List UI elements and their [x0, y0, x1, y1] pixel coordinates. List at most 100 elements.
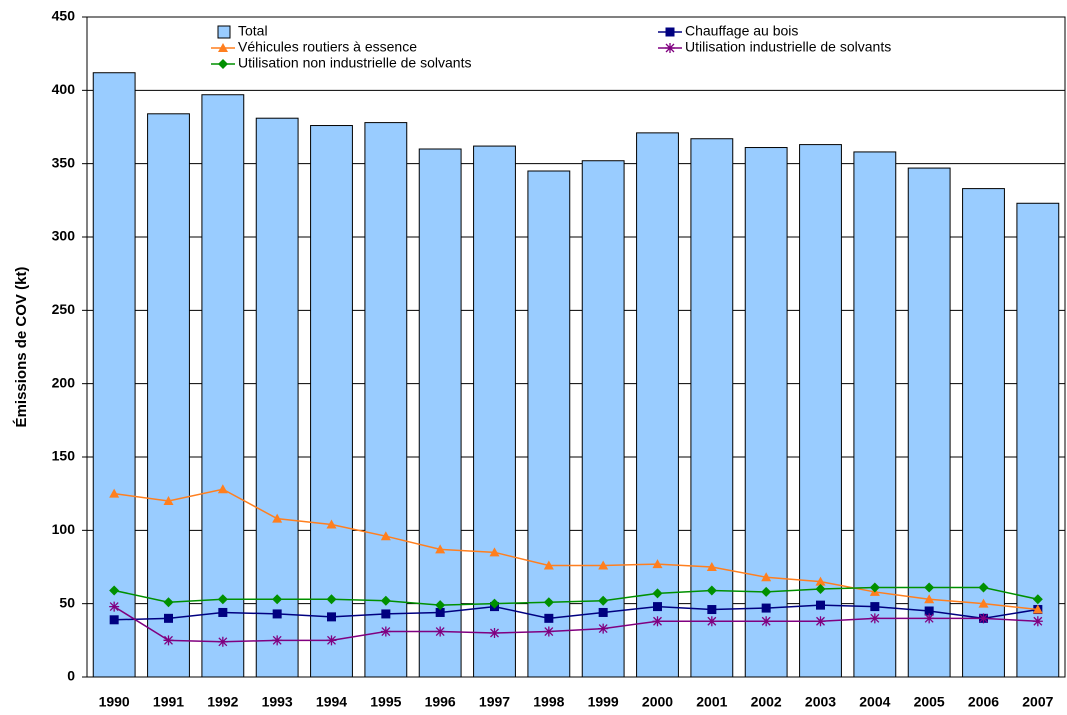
marker: [109, 615, 119, 625]
marker: [543, 560, 554, 570]
bar: [473, 145, 516, 678]
marker: [326, 594, 337, 605]
bar: [636, 132, 679, 678]
line: [114, 586, 1038, 606]
bar: [310, 125, 353, 678]
legend-label: Véhicules routiers à essence: [238, 39, 417, 55]
x-tick-label: 1990: [99, 694, 130, 710]
x-tick-label: 2007: [1022, 694, 1053, 710]
plot-border: [86, 16, 1066, 678]
bar: [962, 188, 1005, 678]
bar: [853, 151, 897, 678]
x-tick-label: 1991: [153, 694, 184, 710]
marker: [272, 594, 283, 605]
y-axis-label: Émissions de COV (kt): [13, 267, 30, 428]
marker: [665, 43, 675, 53]
marker: [435, 626, 446, 637]
marker: [598, 560, 609, 570]
marker: [816, 600, 825, 610]
marker: [218, 43, 228, 52]
bar: [92, 72, 136, 678]
marker: [706, 616, 717, 627]
marker: [924, 582, 935, 593]
marker: [652, 616, 663, 627]
marker: [163, 635, 174, 646]
marker: [869, 582, 880, 593]
bar: [690, 138, 734, 678]
marker: [707, 605, 717, 615]
x-tick-label: 1999: [588, 694, 619, 710]
x-tick-label: 2000: [642, 694, 673, 710]
marker: [924, 594, 935, 604]
marker: [326, 519, 337, 529]
marker: [217, 594, 228, 605]
x-tick-label: 1994: [316, 694, 347, 710]
marker: [489, 598, 500, 609]
bar: [799, 144, 842, 678]
bar: [255, 117, 299, 678]
marker: [109, 601, 120, 612]
x-tick-label: 2004: [859, 694, 890, 710]
marker: [653, 602, 662, 612]
marker: [489, 547, 500, 557]
bar: [147, 113, 190, 678]
marker: [489, 628, 500, 638]
bar: [201, 94, 245, 678]
marker: [435, 607, 445, 617]
marker: [435, 544, 446, 554]
marker: [706, 562, 717, 571]
marker: [163, 496, 174, 505]
marker: [272, 635, 283, 646]
marker: [217, 636, 228, 647]
marker: [109, 585, 120, 596]
x-tick-label: 2005: [914, 694, 945, 710]
x-tick-label: 1992: [207, 694, 238, 710]
marker: [218, 607, 228, 617]
marker: [978, 613, 989, 624]
marker: [217, 484, 228, 494]
marker: [272, 609, 282, 619]
marker: [543, 597, 554, 608]
legend-label: Chauffage au bois: [685, 23, 798, 39]
marker: [381, 609, 391, 619]
legend-label: Utilisation non industrielle de solvants: [238, 55, 471, 71]
marker: [706, 585, 717, 596]
x-tick-label: 1993: [262, 694, 293, 710]
marker: [761, 572, 772, 582]
marker: [163, 597, 174, 608]
marker: [869, 613, 880, 624]
marker: [327, 612, 336, 622]
marker: [543, 626, 554, 637]
marker: [978, 598, 989, 608]
marker: [815, 616, 826, 627]
marker: [598, 623, 609, 634]
marker: [380, 626, 391, 637]
bar: [418, 148, 462, 678]
y-tick-label: 150: [52, 448, 76, 464]
marker: [815, 584, 826, 594]
marker: [652, 559, 663, 569]
bar: [581, 160, 625, 678]
y-tick-label: 400: [52, 81, 76, 97]
marker: [380, 595, 391, 606]
marker: [761, 616, 772, 627]
y-tick-label: 0: [67, 668, 75, 684]
bar: [364, 122, 408, 678]
y-tick-label: 200: [52, 374, 76, 390]
x-tick-label: 2001: [696, 694, 727, 710]
marker: [1032, 594, 1043, 605]
y-tick-label: 50: [59, 594, 75, 610]
marker: [544, 613, 554, 623]
x-tick-label: 1996: [425, 694, 456, 710]
marker: [870, 602, 880, 612]
marker: [1032, 616, 1043, 627]
marker: [164, 613, 173, 623]
marker: [652, 588, 663, 599]
marker: [1032, 604, 1043, 614]
marker: [380, 531, 391, 541]
x-tick-label: 2006: [968, 694, 999, 710]
marker: [109, 488, 120, 498]
marker: [326, 635, 337, 646]
